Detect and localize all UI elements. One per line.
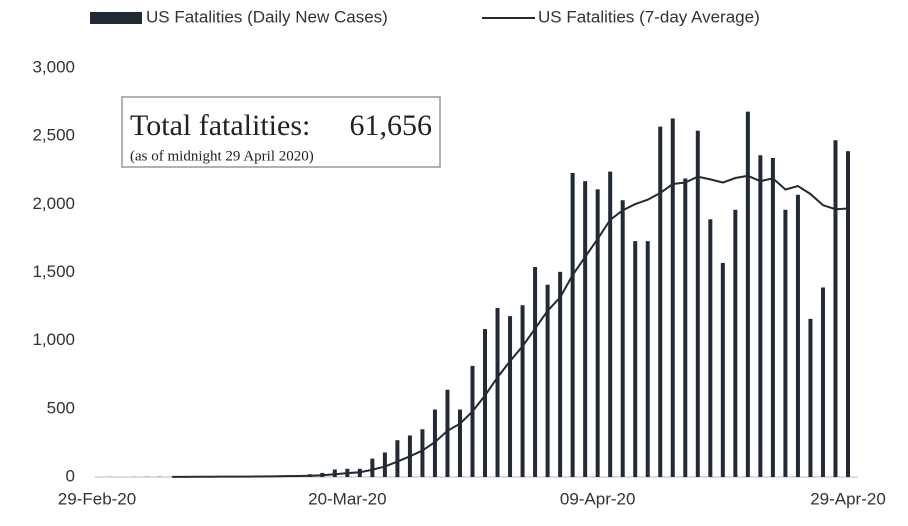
bar xyxy=(771,158,775,477)
bar xyxy=(496,308,500,477)
bar xyxy=(733,210,737,477)
legend-label: US Fatalities (7-day Average) xyxy=(538,7,760,26)
bar xyxy=(633,241,637,477)
bar xyxy=(683,178,687,477)
bar xyxy=(395,440,399,477)
bar xyxy=(558,272,562,477)
bar xyxy=(420,429,424,477)
x-tick-label: 29-Feb-20 xyxy=(58,489,136,508)
bar xyxy=(796,195,800,477)
bar xyxy=(621,200,625,477)
bar xyxy=(821,287,825,477)
y-tick-label: 2,500 xyxy=(32,126,75,145)
bar xyxy=(521,305,525,477)
bar xyxy=(721,263,725,477)
bar xyxy=(658,127,662,477)
annotation-note: (as of midnight 29 April 2020) xyxy=(130,148,314,164)
x-tick-label: 09-Apr-20 xyxy=(560,489,636,508)
bar xyxy=(458,410,462,477)
y-tick-label: 500 xyxy=(47,398,75,417)
y-tick-label: 1,500 xyxy=(32,262,75,281)
bar xyxy=(571,173,575,477)
bar xyxy=(608,172,612,477)
y-tick-label: 3,000 xyxy=(32,57,75,76)
bar xyxy=(708,219,712,477)
bar xyxy=(696,131,700,477)
bar xyxy=(583,181,587,477)
bar xyxy=(808,319,812,477)
bar xyxy=(758,155,762,477)
legend-label: US Fatalities (Daily New Cases) xyxy=(146,7,388,26)
bar xyxy=(746,112,750,477)
bar xyxy=(471,366,475,477)
bar xyxy=(671,118,675,477)
annotation-title: Total fatalities: xyxy=(130,109,310,142)
bar xyxy=(483,329,487,477)
x-tick-label: 20-Mar-20 xyxy=(308,489,386,508)
bar xyxy=(783,210,787,477)
legend-swatch xyxy=(90,12,142,24)
bar xyxy=(383,452,387,477)
annotation-value: 61,656 xyxy=(350,109,433,142)
bar xyxy=(833,140,837,477)
x-tick-label: 29-Apr-20 xyxy=(810,489,886,508)
bar xyxy=(646,241,650,477)
bar xyxy=(508,316,512,477)
y-tick-label: 1,000 xyxy=(32,330,75,349)
bar xyxy=(596,189,600,477)
bar xyxy=(370,459,374,477)
y-tick-label: 2,000 xyxy=(32,194,75,213)
bar xyxy=(846,151,850,477)
bar xyxy=(533,267,537,477)
y-tick-label: 0 xyxy=(66,466,75,485)
